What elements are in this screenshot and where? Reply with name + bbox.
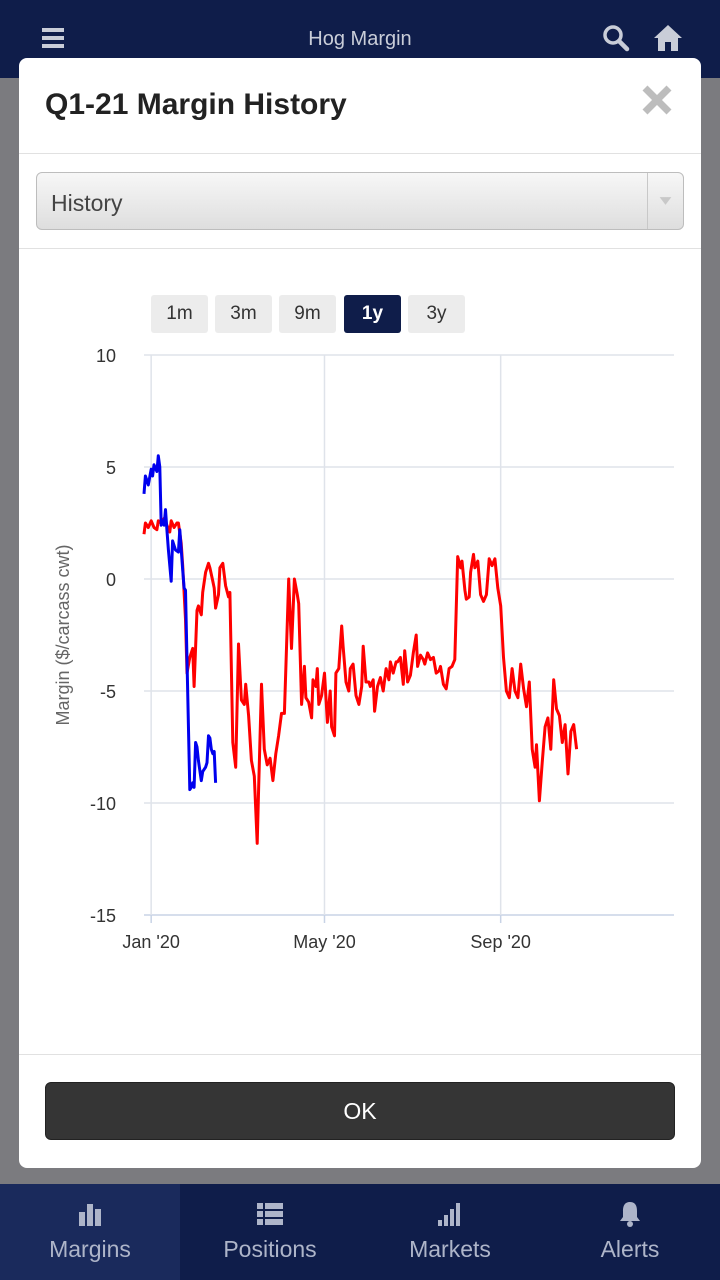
margin-chart: 10 5 0 -5 -10 -15 Jan '20 May '20 Sep '20 Margin … <box>19 338 701 978</box>
tab-alerts-label: Alerts <box>600 1236 660 1262</box>
dialog-title: Q1-21 Margin History <box>45 88 347 121</box>
view-select[interactable]: History <box>36 172 684 230</box>
x-tick-label: May '20 <box>293 932 355 952</box>
tab-positions[interactable]: Positions <box>180 1184 360 1280</box>
chevron-down-icon <box>647 173 672 229</box>
view-select-row: History <box>19 155 701 249</box>
view-select-value: History <box>51 190 123 216</box>
list-icon <box>257 1203 283 1225</box>
margin-chart-svg: 10 5 0 -5 -10 -15 Jan '20 May '20 Sep '20 Margin … <box>53 346 674 952</box>
tab-markets[interactable]: Markets <box>360 1184 540 1280</box>
range-1m-button[interactable]: 1m <box>151 295 208 333</box>
y-tick-label: -5 <box>100 682 116 702</box>
tab-alerts[interactable]: Alerts <box>540 1184 720 1280</box>
range-3y-button[interactable]: 3y <box>408 295 465 333</box>
dialog-footer: OK <box>19 1054 701 1168</box>
dialog-header: Q1-21 Margin History <box>19 58 701 154</box>
tab-markets-label: Markets <box>409 1236 491 1262</box>
margin-history-dialog: Q1-21 Margin History History 1m 3m 9m 1y… <box>19 58 701 1168</box>
bar-chart-icon <box>79 1204 101 1226</box>
tab-margins[interactable]: Margins <box>0 1184 180 1280</box>
search-icon[interactable] <box>600 22 632 54</box>
signal-icon <box>438 1203 460 1226</box>
range-1y-button[interactable]: 1y <box>344 295 401 333</box>
home-icon[interactable] <box>652 22 684 54</box>
y-tick-label: -10 <box>90 794 116 814</box>
y-tick-label: 5 <box>106 458 116 478</box>
bottom-tab-bar: Margins Positions Markets Alerts <box>0 1184 720 1280</box>
y-axis-label: Margin ($/carcass cwt) <box>53 544 73 725</box>
y-tick-label: -15 <box>90 906 116 926</box>
range-3m-button[interactable]: 3m <box>215 295 272 333</box>
range-9m-button[interactable]: 9m <box>279 295 336 333</box>
y-tick-label: 10 <box>96 346 116 366</box>
ok-button[interactable]: OK <box>45 1082 675 1140</box>
tab-positions-label: Positions <box>223 1236 317 1262</box>
app-title: Hog Margin <box>308 28 412 50</box>
close-icon[interactable] <box>637 80 677 120</box>
menu-icon[interactable] <box>38 22 70 54</box>
tab-margins-label: Margins <box>49 1236 131 1262</box>
bell-icon <box>620 1202 640 1227</box>
x-tick-label: Sep '20 <box>470 932 531 952</box>
y-tick-label: 0 <box>106 570 116 590</box>
x-tick-label: Jan '20 <box>122 932 179 952</box>
series-line-red <box>142 517 579 845</box>
series-line-blue <box>142 454 218 792</box>
